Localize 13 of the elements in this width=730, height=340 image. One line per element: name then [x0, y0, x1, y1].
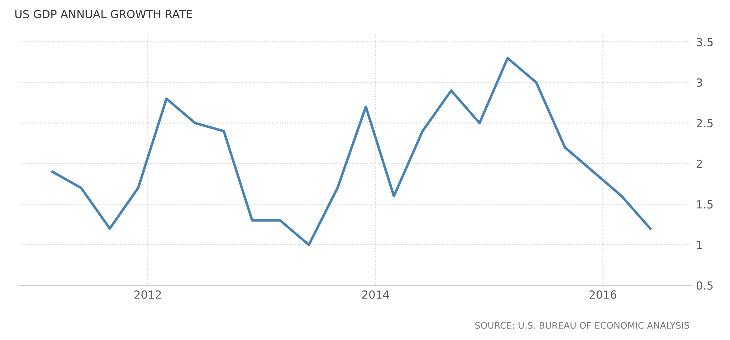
y-tick-label: 2.5	[696, 119, 713, 128]
source-note: SOURCE: U.S. BUREAU OF ECONOMIC ANALYSIS	[476, 322, 690, 330]
y-tick-label: 2	[696, 160, 702, 168]
y-tick-label: 3.5	[697, 38, 713, 46]
chart-title: US GDP ANNUAL GROWTH RATE	[16, 10, 192, 19]
x-tick-label: 2016	[590, 290, 617, 300]
y-tick-label: 3	[697, 78, 702, 88]
x-tick-label: 2014	[362, 290, 390, 300]
line-series	[51, 57, 652, 246]
x-tick-label: 2012	[134, 290, 162, 300]
y-tick-label: 1	[697, 241, 702, 250]
y-tick-label: 1.5	[697, 200, 713, 209]
y-tick-label: 0.5	[696, 282, 713, 290]
